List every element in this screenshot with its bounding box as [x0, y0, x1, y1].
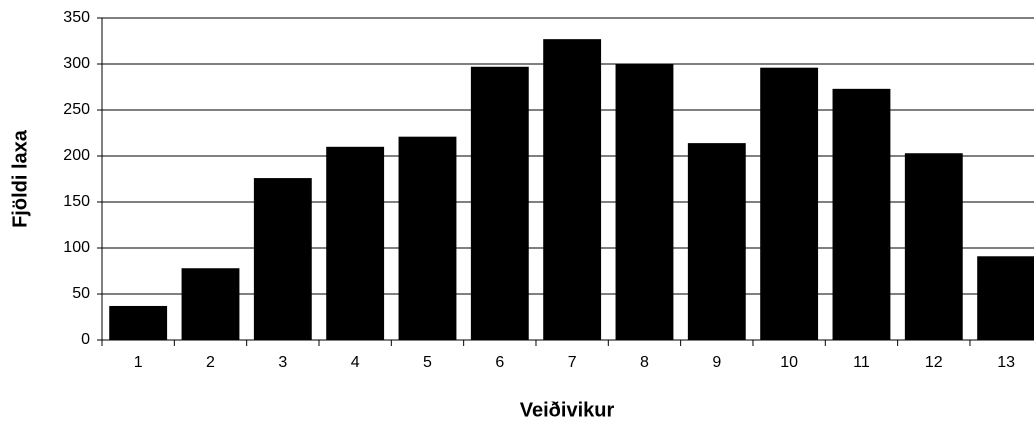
x-tick-label: 4: [351, 354, 360, 371]
bar: [470, 66, 529, 340]
y-tick-label: 300: [63, 55, 90, 72]
x-tick-label: 11: [853, 354, 870, 371]
y-tick-label: 350: [63, 9, 90, 26]
bar: [109, 305, 168, 340]
x-tick-label: 1: [134, 354, 143, 371]
y-tick-label: 50: [72, 285, 90, 302]
x-tick-label: 6: [495, 354, 504, 371]
x-tick-label: 9: [712, 354, 721, 371]
y-tick-label: 200: [63, 147, 90, 164]
bar: [977, 256, 1034, 340]
bar: [253, 178, 312, 340]
bar: [904, 153, 963, 340]
bar: [326, 146, 385, 340]
y-tick-label: 150: [63, 193, 90, 210]
x-tick-label: 5: [423, 354, 432, 371]
bar: [398, 136, 457, 340]
x-tick-label: 10: [780, 354, 798, 371]
bar: [181, 268, 240, 340]
y-axis-label: Fjöldi laxa: [9, 129, 31, 228]
y-tick-label: 250: [63, 101, 90, 118]
x-tick-label: 7: [568, 354, 577, 371]
y-tick-label: 0: [81, 331, 90, 348]
x-tick-label: 3: [278, 354, 287, 371]
bar: [615, 64, 674, 340]
x-tick-label: 12: [925, 354, 943, 371]
bar: [687, 143, 746, 340]
y-tick-label: 100: [63, 239, 90, 256]
bar: [543, 39, 602, 340]
x-tick-label: 2: [206, 354, 215, 371]
x-tick-label: 8: [640, 354, 649, 371]
x-axis-label: Veiðivikur: [520, 399, 615, 421]
x-tick-label: 13: [997, 354, 1015, 371]
bar: [760, 67, 819, 341]
bar: [832, 88, 891, 340]
